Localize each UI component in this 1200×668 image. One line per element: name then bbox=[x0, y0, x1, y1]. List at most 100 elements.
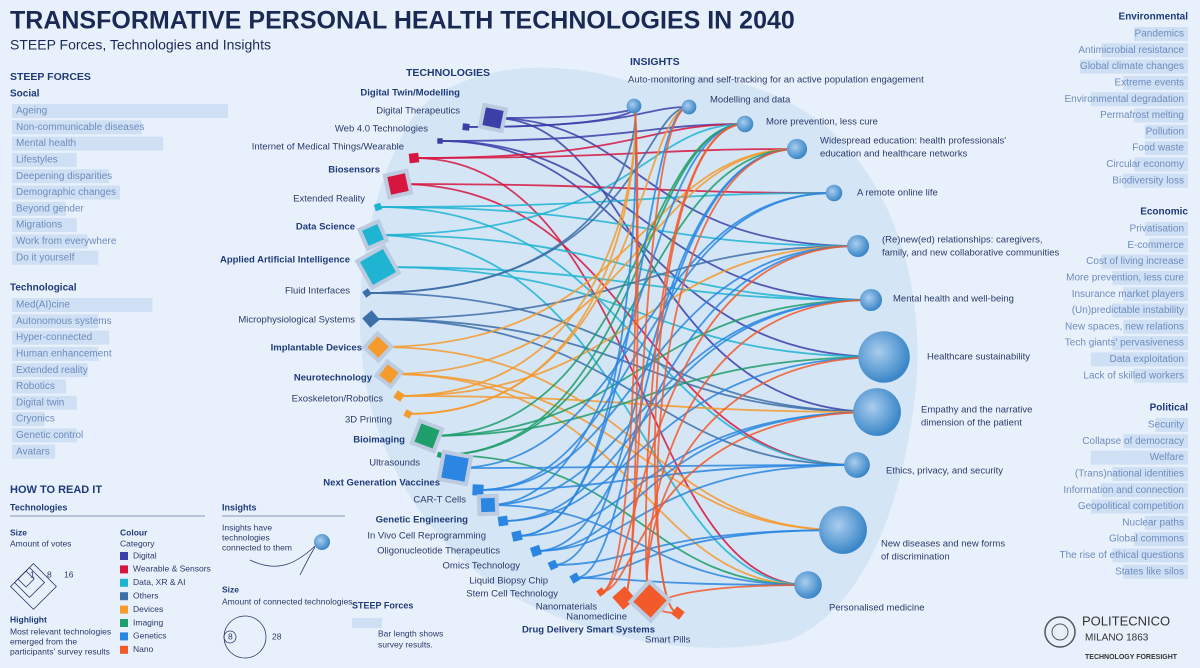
insight-node bbox=[681, 99, 697, 115]
steep-bar bbox=[12, 250, 99, 265]
tech-node bbox=[408, 152, 420, 164]
steep-bar bbox=[1101, 254, 1188, 269]
link bbox=[653, 123, 746, 614]
insight-heading: INSIGHTS bbox=[630, 56, 680, 68]
link bbox=[413, 148, 798, 159]
insight-label: Widespread education: health professiona… bbox=[820, 136, 1006, 147]
link bbox=[487, 504, 809, 586]
tech-label: Applied Artificial Intelligence bbox=[220, 255, 350, 266]
tech-node bbox=[569, 572, 581, 584]
legend-text: Insights bbox=[222, 502, 257, 512]
tech-node bbox=[387, 173, 409, 195]
tech-label: Digital Therapeutics bbox=[376, 106, 460, 117]
steep-item: Lack of skilled workers bbox=[1083, 370, 1184, 381]
steep-bar bbox=[12, 120, 142, 135]
legend-text: Insights have bbox=[222, 522, 272, 532]
tech-label: Liquid Biopsy Chip bbox=[469, 576, 548, 587]
tech-node bbox=[671, 606, 685, 620]
steep-bar bbox=[1112, 336, 1188, 351]
steep-bar bbox=[1134, 108, 1188, 123]
legend-text: 28 bbox=[272, 631, 282, 641]
link bbox=[439, 140, 872, 301]
legend-swatch bbox=[120, 552, 128, 560]
tech-label: Data Science bbox=[296, 222, 355, 233]
logo-icon bbox=[1051, 623, 1069, 641]
tech-label: Next Generation Vaccines bbox=[323, 478, 440, 489]
tech-node bbox=[462, 123, 470, 131]
title: TRANSFORMATIVE PERSONAL HEALTH TECHNOLOG… bbox=[10, 7, 795, 35]
link bbox=[377, 148, 798, 348]
insight-label: of discrimination bbox=[881, 552, 950, 563]
steep-group: Social bbox=[10, 89, 40, 100]
legend-text: STEEP Forces bbox=[352, 600, 413, 610]
tech-node bbox=[472, 484, 484, 496]
insight-node bbox=[846, 234, 870, 258]
steep-item: More prevention, less cure bbox=[1066, 273, 1184, 284]
tech-node bbox=[482, 107, 504, 129]
steep-item: Genetic control bbox=[16, 430, 83, 441]
link bbox=[502, 356, 885, 522]
tech-node bbox=[367, 336, 389, 358]
steep-item: Extended reality bbox=[16, 365, 88, 376]
steep-item: Med(AI)cine bbox=[16, 300, 70, 311]
link bbox=[397, 183, 835, 194]
tech-node bbox=[547, 559, 559, 571]
legend-text: 8 bbox=[228, 631, 233, 641]
legend-swatch bbox=[120, 578, 128, 587]
steep-bar bbox=[1144, 141, 1188, 156]
legend-size bbox=[223, 615, 267, 659]
tech-label: Ultrasounds bbox=[369, 458, 420, 469]
steep-item: New spaces, new relations bbox=[1065, 321, 1184, 332]
steep-item: Cost of living increase bbox=[1086, 256, 1184, 267]
insight-node bbox=[859, 288, 883, 312]
steep-item: Lifestyles bbox=[16, 155, 58, 166]
legend-text: 1 bbox=[30, 569, 35, 579]
link bbox=[366, 292, 878, 413]
tech-node bbox=[360, 249, 396, 285]
legend-text: Devices bbox=[133, 604, 163, 614]
steep-item: Autonomous systems bbox=[16, 316, 112, 327]
insight-label: Empathy and the narrative bbox=[921, 405, 1032, 416]
steep-bar bbox=[1144, 222, 1188, 236]
tech-label: Biosensors bbox=[328, 165, 380, 176]
steep-item: Robotics bbox=[16, 381, 55, 392]
link bbox=[377, 192, 835, 208]
steep-bar bbox=[1123, 434, 1188, 449]
steep-item: Ageing bbox=[16, 106, 47, 117]
insight-label: education and healthcare networks bbox=[820, 149, 968, 160]
link bbox=[413, 123, 746, 159]
insight-node bbox=[819, 506, 867, 554]
tech-label: Internet of Medical Things/Wearable bbox=[252, 142, 404, 153]
steep-item: Avatars bbox=[16, 446, 50, 457]
insight-node bbox=[858, 331, 910, 383]
steep-bar bbox=[12, 104, 228, 118]
logo-icon bbox=[1044, 616, 1076, 648]
legend-text: Size bbox=[10, 527, 27, 537]
legend-text: Amount of votes bbox=[10, 538, 71, 548]
tech-label: Fluid Interfaces bbox=[285, 286, 350, 297]
legend-size bbox=[17, 570, 35, 588]
steep-bar bbox=[12, 346, 99, 361]
link bbox=[574, 529, 844, 579]
steep-item: Extreme events bbox=[1115, 78, 1184, 89]
tech-label: Stem Cell Technology bbox=[466, 589, 558, 600]
legend-text: technologies bbox=[222, 532, 270, 542]
legend-text: Amount of connected technologies bbox=[222, 596, 352, 606]
steep-bar bbox=[12, 152, 77, 167]
logo-city: MILANO 1863 bbox=[1085, 633, 1149, 644]
link bbox=[600, 411, 878, 593]
steep-bar bbox=[1134, 27, 1188, 41]
steep-item: E-commerce bbox=[1127, 240, 1184, 251]
link bbox=[439, 454, 809, 586]
legend-text: 8 bbox=[47, 569, 52, 579]
steep-item: (Trans)national identities bbox=[1075, 469, 1184, 480]
steep-bar bbox=[1134, 532, 1188, 547]
tech-label: In Vivo Cell Reprogramming bbox=[367, 531, 486, 542]
steep-bar bbox=[12, 428, 77, 443]
legend-swatch bbox=[120, 619, 128, 627]
legend-text: Nano bbox=[133, 644, 154, 654]
tech-label: Oligonucleotide Therapeutics bbox=[377, 546, 500, 557]
legend-text: Bar length shows bbox=[378, 628, 443, 638]
steep-item: States like silos bbox=[1115, 566, 1184, 577]
legend-swatch bbox=[120, 632, 128, 641]
